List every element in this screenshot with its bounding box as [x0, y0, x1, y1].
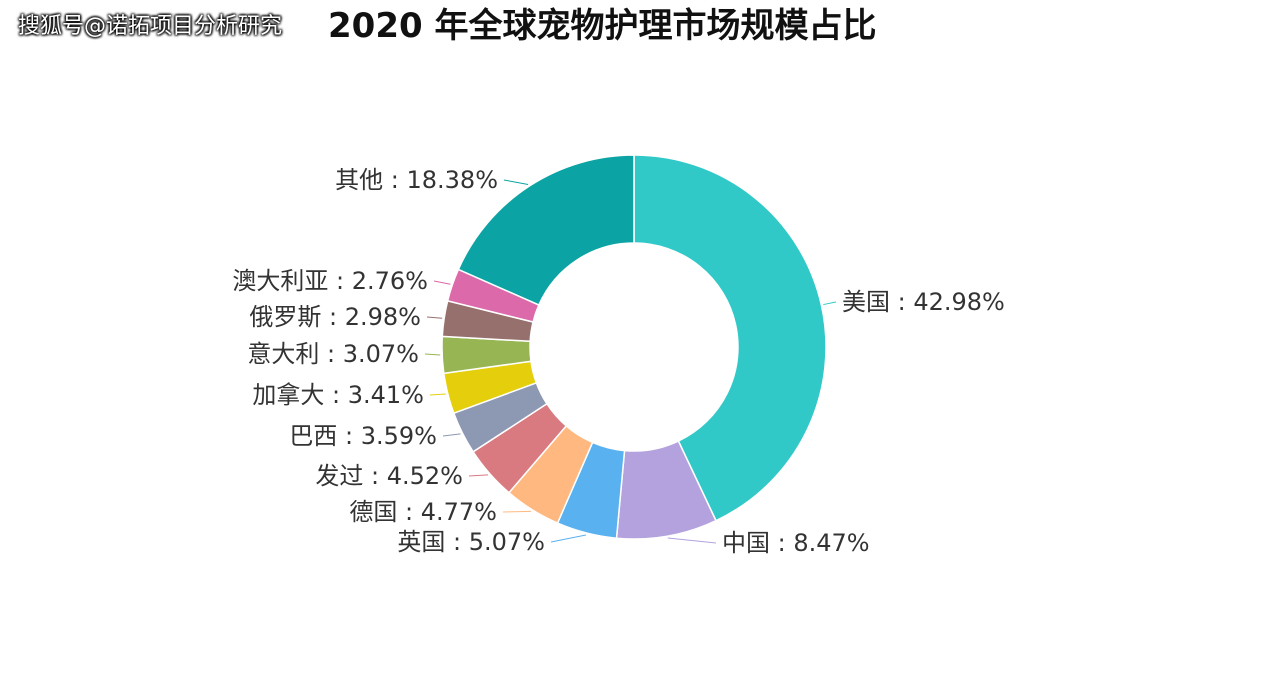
slice-其他	[457, 154, 635, 306]
leader-line-俄罗斯	[426, 316, 443, 319]
data-label-英国: 英国 : 5.07%	[397, 528, 545, 556]
chart-title: 2020 年全球宠物护理市场规模占比	[328, 6, 877, 46]
data-label-加拿大: 加拿大 : 3.41%	[252, 381, 424, 409]
leader-line-中国	[667, 537, 717, 544]
leader-line-加拿大	[429, 393, 446, 396]
data-label-俄罗斯: 俄罗斯 : 2.98%	[249, 303, 421, 331]
data-label-德国: 德国 : 4.77%	[349, 498, 497, 526]
slice-美国	[633, 154, 827, 522]
leader-line-其他	[503, 179, 529, 185]
data-label-澳大利亚: 澳大利亚 : 2.76%	[232, 267, 428, 295]
leader-line-发过	[468, 474, 489, 477]
watermark: 搜狐号@诺拓项目分析研究	[18, 14, 283, 39]
leader-line-澳大利亚	[433, 280, 451, 285]
data-label-中国: 中国 : 8.47%	[722, 529, 870, 557]
data-label-其他: 其他 : 18.38%	[335, 166, 498, 194]
leader-line-德国	[502, 510, 532, 513]
data-label-美国: 美国 : 42.98%	[842, 288, 1005, 316]
data-label-发过: 发过 : 4.52%	[315, 462, 463, 490]
leader-line-意大利	[424, 353, 441, 356]
leader-line-巴西	[442, 433, 461, 437]
leader-line-美国	[823, 301, 837, 306]
leader-line-英国	[550, 534, 587, 543]
data-label-巴西: 巴西 : 3.59%	[289, 422, 437, 450]
data-label-意大利: 意大利 : 3.07%	[247, 340, 419, 368]
